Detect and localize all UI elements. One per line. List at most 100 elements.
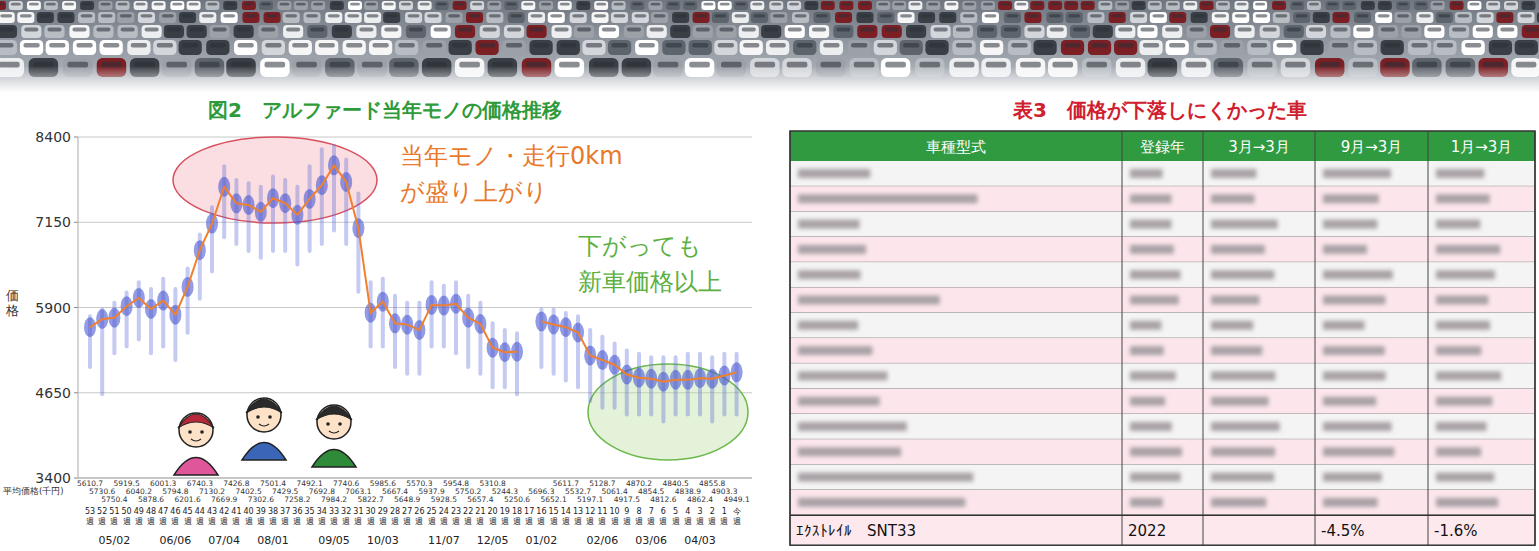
blurred-text: [1436, 346, 1481, 355]
car: [80, 1, 94, 10]
car: [998, 1, 1012, 10]
car: [1024, 12, 1041, 23]
car: [435, 1, 449, 10]
x-tick-label: 29週: [378, 507, 388, 526]
car-window: [82, 3, 92, 6]
price-range: [271, 175, 275, 253]
car: [662, 40, 685, 55]
hair: [316, 406, 352, 420]
x-tick-label: 41週: [231, 507, 241, 526]
x-tick-part: 33: [329, 507, 339, 516]
x-tick-label: 今週: [733, 507, 741, 526]
car-window: [103, 43, 119, 48]
blurred-row: [790, 212, 1535, 237]
car-window: [1096, 28, 1110, 32]
car: [475, 40, 498, 55]
car: [343, 40, 366, 55]
car-window: [190, 28, 204, 32]
car-window: [1332, 43, 1348, 48]
car: [712, 12, 729, 23]
blurred-content: [798, 498, 1498, 507]
grid-line: [78, 222, 752, 223]
x-tick-label: 37週: [280, 507, 290, 526]
car-window: [894, 3, 904, 6]
car-window: [838, 14, 850, 17]
car-window: [145, 28, 159, 32]
blurred-text: [1436, 473, 1494, 482]
car: [624, 25, 644, 38]
car-window: [807, 3, 817, 6]
table: 車種型式登録年3月→3月9月→3月1月→3月ｴｸｽﾄﾚｲﾙ SNT332022-…: [790, 131, 1535, 545]
car: [1354, 12, 1371, 23]
car: [1330, 25, 1350, 38]
car-window: [479, 43, 495, 48]
car-window: [11, 3, 21, 6]
car: [179, 12, 196, 23]
car: [1061, 40, 1084, 55]
x-tick-part: 26: [414, 507, 424, 516]
car: [761, 25, 781, 38]
x-tick-part: 週: [659, 517, 667, 526]
car: [223, 1, 237, 10]
data-label: 5822.7: [357, 495, 383, 504]
car: [1496, 12, 1513, 23]
car: [570, 12, 587, 23]
car-window: [1381, 28, 1395, 32]
car-window: [1309, 3, 1319, 6]
blurred-content: [798, 321, 1490, 330]
car: [1191, 12, 1208, 23]
x-tick-label: 52週: [97, 507, 107, 526]
car-window: [1251, 43, 1267, 48]
x-tick-part: 週: [367, 517, 375, 526]
car-window: [586, 43, 602, 48]
car: [1066, 12, 1083, 23]
car: [356, 25, 376, 38]
car: [395, 40, 418, 55]
car: [1194, 40, 1217, 55]
car-window: [1438, 14, 1450, 17]
column-line: [1122, 131, 1123, 545]
car: [311, 1, 325, 10]
car: [952, 40, 975, 55]
car: [1273, 40, 1296, 55]
car: [521, 1, 535, 10]
car-window: [823, 43, 839, 48]
x-tick-part: 11: [597, 507, 607, 516]
blurred-row: [790, 439, 1535, 464]
eye: [268, 415, 272, 419]
car: [406, 25, 426, 38]
car: [740, 40, 763, 55]
car-window: [1525, 28, 1539, 32]
car: [809, 25, 829, 38]
blurred-text: [1436, 220, 1480, 229]
eye: [326, 422, 330, 426]
date-label: 12/05: [477, 534, 509, 547]
car: [1504, 1, 1518, 10]
car-window: [1357, 43, 1373, 48]
blurred-text: [1211, 220, 1278, 229]
car-window: [719, 28, 733, 32]
car-window: [929, 43, 945, 48]
car: [9, 1, 23, 10]
car: [466, 12, 483, 23]
x-tick-part: 44: [195, 507, 205, 516]
car-window: [172, 3, 182, 6]
car-window: [928, 3, 938, 6]
header-cell: 1月→3月: [1451, 138, 1513, 156]
car: [1253, 1, 1267, 10]
car-window: [60, 14, 72, 17]
x-tick-label: 9週: [623, 507, 631, 526]
car-window: [797, 43, 813, 48]
car: [766, 40, 789, 55]
car-window: [510, 14, 522, 17]
car: [1047, 25, 1067, 38]
car-window: [1427, 28, 1441, 32]
car: [382, 1, 396, 10]
car: [1046, 12, 1063, 23]
price-range: [344, 157, 348, 246]
car: [1001, 25, 1021, 38]
hair: [178, 414, 214, 428]
car-window: [531, 14, 543, 17]
data-label: 6201.6: [174, 495, 200, 504]
car-window: [550, 14, 562, 17]
